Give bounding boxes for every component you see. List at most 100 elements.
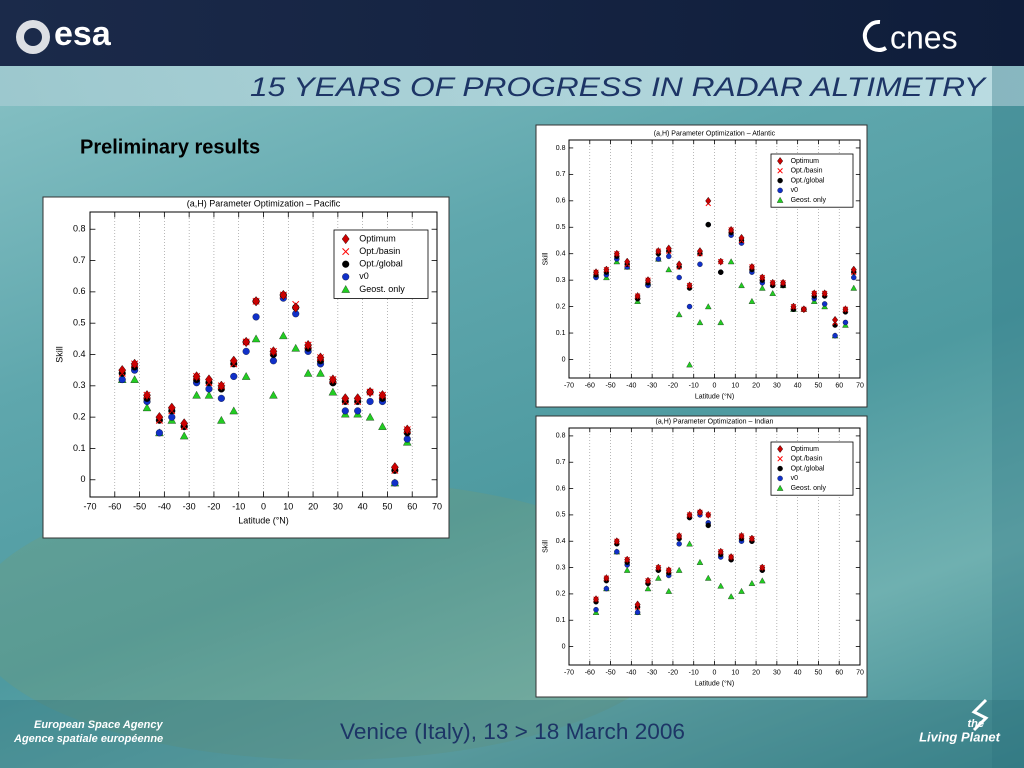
- data-point: [850, 265, 857, 274]
- data-point: [759, 563, 766, 572]
- x-tick-label: 50: [815, 670, 823, 677]
- data-point: [666, 253, 672, 260]
- x-tick-label: 70: [856, 670, 864, 677]
- x-tick-label: -50: [606, 383, 616, 390]
- y-tick-label: 0.6: [73, 286, 86, 296]
- living-planet-emblem: [971, 698, 989, 732]
- data-point: [717, 547, 724, 556]
- data-point: [655, 574, 662, 581]
- data-point: [634, 609, 641, 616]
- data-point: [403, 435, 411, 443]
- y-tick-label: 0: [80, 474, 85, 484]
- legend-label: Opt./basin: [791, 168, 823, 175]
- legend-box: [770, 441, 854, 496]
- data-point: [279, 331, 288, 340]
- data-point: [366, 397, 374, 406]
- data-point: [593, 595, 599, 604]
- y-tick-label: 0.3: [556, 564, 566, 571]
- data-point: [738, 282, 745, 288]
- bg-earth: [0, 480, 690, 760]
- x-tick-label: -50: [133, 501, 146, 511]
- data-point: [705, 574, 712, 581]
- data-point: [252, 296, 260, 307]
- chart-title: (a,H) Parameter Optimization – Pacific: [187, 198, 341, 208]
- data-point: [738, 233, 745, 242]
- x-tick-label: 10: [731, 670, 739, 677]
- data-point: [242, 336, 250, 348]
- data-point: [252, 313, 260, 321]
- data-point: [167, 402, 176, 413]
- data-point: [645, 276, 651, 285]
- esa-emblem-inner: [24, 28, 42, 46]
- x-tick-label: -60: [108, 501, 121, 511]
- footer-agency-fr: Agence spatiale européenne: [13, 733, 163, 745]
- data-point: [229, 406, 239, 415]
- data-point: [738, 587, 745, 594]
- y-tick-label: 0.2: [556, 303, 566, 310]
- data-point: [329, 374, 337, 385]
- data-point: [850, 284, 858, 291]
- x-tick-label: 50: [815, 383, 823, 390]
- x-tick-label: 70: [432, 501, 442, 511]
- data-point: [676, 532, 683, 540]
- data-point: [354, 407, 362, 415]
- legend-label: Opt./basin: [359, 246, 400, 256]
- data-point: [832, 315, 839, 324]
- data-point: [303, 368, 313, 377]
- data-point: [229, 355, 238, 366]
- x-tick-label: 20: [308, 501, 318, 511]
- data-point: [142, 403, 152, 412]
- x-axis-label: Latitude (°N): [695, 393, 734, 401]
- data-point: [230, 372, 238, 380]
- y-tick-label: 0.8: [73, 224, 86, 234]
- chart-title: (a,H) Parameter Optimization – Indian: [656, 419, 774, 426]
- data-point: [155, 412, 164, 423]
- x-tick-label: -30: [647, 383, 657, 390]
- data-point: [851, 274, 857, 281]
- footer-venue: Venice (Italy), 13 > 18 March 2006: [340, 719, 685, 744]
- data-point: [205, 374, 213, 385]
- side-strip: [992, 66, 1024, 768]
- y-tick-label: 0.8: [556, 145, 566, 152]
- data-point: [696, 319, 704, 326]
- x-tick-label: 20: [752, 383, 760, 390]
- legend-label: Optimum: [791, 158, 820, 165]
- data-point: [291, 343, 300, 352]
- x-tick-label: 0: [713, 383, 717, 390]
- data-point: [675, 311, 683, 318]
- x-tick-label: -20: [207, 501, 220, 511]
- data-point: [353, 393, 362, 404]
- legend-label: Optimum: [359, 233, 396, 243]
- data-point: [676, 260, 683, 269]
- data-point: [341, 407, 349, 415]
- y-tick-label: 0.4: [556, 538, 566, 545]
- x-tick-label: 50: [382, 501, 392, 511]
- data-point: [391, 479, 399, 487]
- y-tick-label: 0.2: [73, 412, 86, 422]
- legend-marker: [342, 273, 350, 281]
- data-point: [665, 244, 672, 253]
- data-point: [603, 574, 610, 583]
- y-tick-label: 0.8: [556, 433, 566, 440]
- data-point: [130, 358, 139, 370]
- legend-marker: [341, 285, 350, 293]
- data-point: [800, 305, 807, 314]
- x-tick-label: -30: [647, 670, 657, 677]
- y-tick-label: 0.1: [73, 443, 86, 453]
- legend-marker: [777, 465, 783, 472]
- y-tick-label: 0.5: [556, 224, 566, 231]
- y-tick-label: 0.6: [556, 198, 566, 205]
- data-point: [613, 249, 620, 258]
- data-point: [748, 298, 756, 304]
- legend-label: Geost. only: [359, 284, 405, 294]
- legend-label: Optimum: [791, 446, 820, 453]
- plot-frame: [568, 139, 861, 379]
- x-tick-label: 30: [333, 501, 343, 511]
- x-tick-label: 40: [794, 670, 802, 677]
- y-tick-label: 0: [562, 356, 566, 363]
- legend-box: [333, 229, 429, 299]
- legend-label: Geost. only: [791, 197, 827, 204]
- legend-marker: [777, 475, 783, 482]
